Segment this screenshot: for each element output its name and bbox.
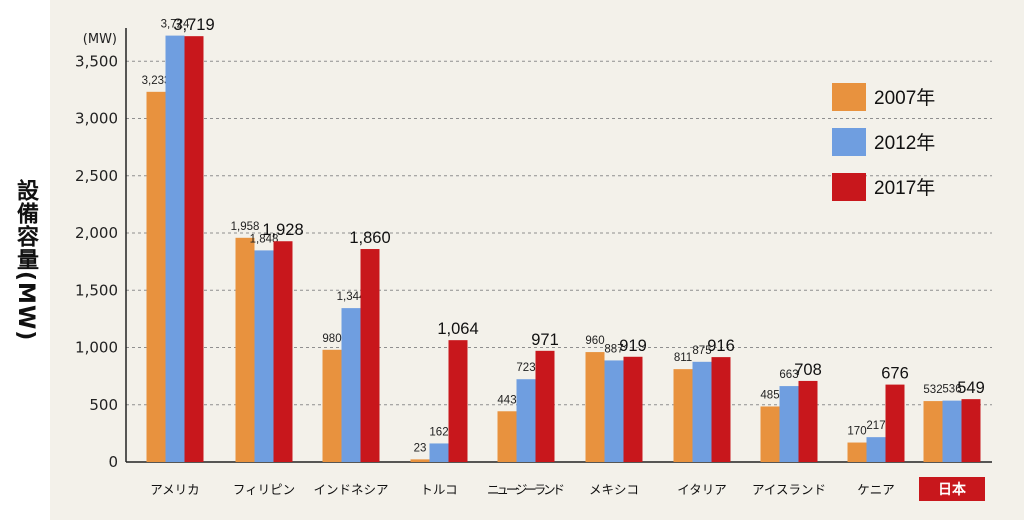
bar	[516, 379, 536, 462]
bar	[760, 406, 780, 462]
data-label: 3,233	[142, 75, 171, 87]
bar	[711, 357, 731, 462]
data-label: 1,848	[250, 233, 279, 245]
data-label: 1,860	[349, 229, 390, 247]
data-label: 887	[604, 343, 623, 355]
legend-swatch	[832, 128, 866, 156]
category-label: アメリカ	[150, 482, 199, 497]
legend-label: 2012年	[874, 132, 935, 154]
y-tick-label: 2,000	[75, 224, 118, 242]
y-tick-label: 500	[89, 396, 118, 414]
category-label: アイスランド	[752, 482, 826, 497]
category-label: イタリア	[677, 482, 727, 497]
category-highlight-box	[919, 477, 985, 501]
data-label: 443	[497, 394, 516, 406]
legend-label: 2007年	[874, 87, 935, 109]
bar	[360, 249, 380, 462]
data-label: 162	[429, 426, 448, 438]
data-label: 1,928	[262, 221, 303, 239]
data-label: 1,958	[231, 221, 260, 233]
data-label: 971	[531, 331, 559, 349]
bar	[535, 350, 555, 462]
bar	[235, 237, 255, 462]
bar	[448, 340, 468, 462]
data-label: 536	[942, 384, 961, 396]
bar	[847, 442, 867, 462]
data-label: 3,719	[173, 16, 214, 34]
data-label: 1,344	[337, 291, 366, 303]
category-label: メキシコ	[589, 482, 639, 497]
data-label: 23	[414, 442, 427, 454]
bar	[942, 400, 962, 462]
data-label: 980	[322, 333, 341, 345]
legend-label: 2017年	[874, 177, 935, 199]
y-tick-label: 0	[108, 453, 118, 471]
data-label: 811	[674, 352, 692, 364]
data-label: 723	[516, 362, 535, 374]
y-tick-label: 1,000	[75, 339, 118, 357]
bar	[254, 250, 274, 462]
data-label: 708	[794, 361, 822, 379]
data-label: 663	[779, 369, 798, 381]
y-tick-label: 1,500	[75, 281, 118, 299]
category-label: 日本	[938, 481, 967, 498]
data-label: 532	[923, 384, 942, 396]
data-label: 217	[866, 420, 885, 432]
category-label: トルコ	[420, 482, 457, 497]
bar	[604, 360, 624, 462]
y-unit-label: (MW)	[83, 32, 117, 47]
bar	[673, 369, 693, 462]
category-label: ケニア	[857, 482, 895, 497]
legend-swatch	[832, 173, 866, 201]
data-label: 485	[760, 389, 779, 401]
y-axis-title-wrap: 設備容量(MW)	[0, 0, 50, 520]
bar	[923, 401, 943, 462]
data-label: 875	[692, 345, 711, 357]
y-tick-label: 2,500	[75, 167, 118, 185]
bar	[497, 411, 517, 462]
bar	[341, 308, 361, 462]
bar	[410, 459, 430, 462]
category-label: インドネシア	[313, 482, 388, 497]
data-label: 3,724	[161, 19, 190, 31]
data-label: 676	[881, 365, 909, 383]
data-label: 1,064	[437, 320, 478, 338]
bar	[429, 443, 449, 462]
bar	[961, 399, 981, 462]
bar	[146, 91, 166, 462]
bar	[585, 352, 605, 462]
bar	[885, 384, 905, 462]
bar	[165, 35, 185, 463]
data-label: 919	[619, 337, 647, 355]
bar	[184, 36, 204, 462]
y-axis-title: 設備容量(MW)	[13, 178, 38, 342]
y-tick-label: 3,500	[75, 52, 118, 70]
bar	[322, 349, 342, 462]
data-label: 549	[957, 379, 985, 397]
bar	[623, 356, 643, 462]
category-label: ニュージーランド	[487, 482, 565, 497]
bar	[273, 241, 293, 462]
bar	[866, 437, 886, 462]
data-label: 170	[847, 426, 866, 438]
bar	[692, 361, 712, 462]
y-tick-label: 3,000	[75, 110, 118, 128]
data-label: 916	[707, 337, 735, 355]
data-label: 960	[585, 335, 604, 347]
category-label: フィリピン	[233, 482, 295, 497]
bar	[779, 386, 799, 462]
legend-swatch	[832, 83, 866, 111]
bar	[798, 380, 818, 462]
